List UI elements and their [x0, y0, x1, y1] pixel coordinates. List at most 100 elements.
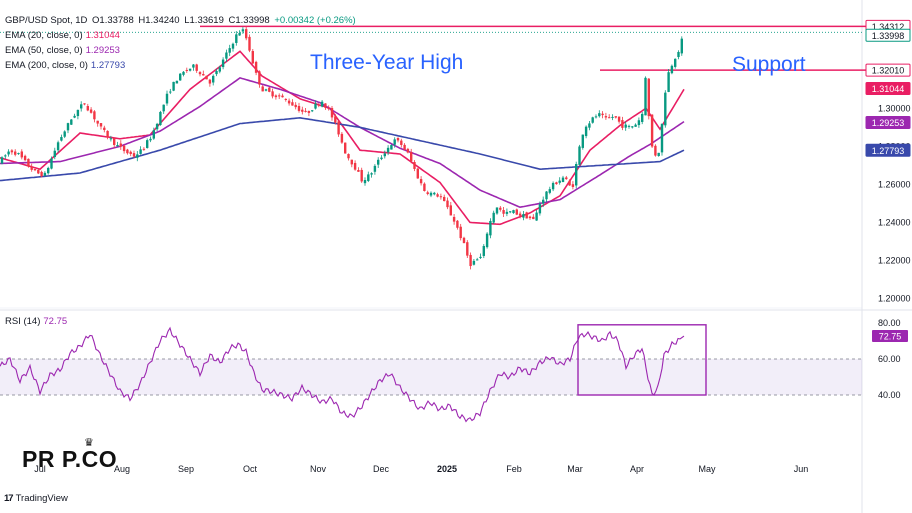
candle-body — [0, 157, 4, 164]
candle-body — [469, 254, 472, 267]
candle-body — [155, 123, 159, 130]
candle-body — [485, 233, 489, 248]
candle-body — [76, 109, 80, 117]
tradingview-logo[interactable]: 17 TradingView — [4, 493, 68, 504]
candle-body — [443, 196, 446, 202]
candles — [0, 26, 683, 270]
price-label-text: 1.31044 — [872, 84, 905, 94]
candle-body — [254, 61, 258, 73]
ema200-value: 1.27793 — [90, 60, 126, 71]
price-label-text: 1.34312 — [872, 22, 905, 32]
candle-body — [27, 158, 30, 167]
candle-body — [241, 29, 245, 32]
candle-body — [198, 72, 202, 75]
candle-body — [489, 220, 492, 236]
candle-body — [423, 183, 426, 192]
candle-body — [231, 43, 235, 49]
open-value: O1.33788 — [92, 15, 134, 26]
candle-body — [119, 143, 122, 147]
candle-body — [634, 124, 637, 127]
candle-body — [373, 165, 377, 172]
candle-body — [538, 204, 542, 214]
x-tick-label: Sep — [178, 464, 194, 474]
candle-body — [192, 64, 195, 68]
candle-body — [608, 117, 611, 119]
candle-body — [565, 177, 568, 180]
price-label: 1.33998 — [865, 28, 911, 42]
candle-body — [116, 144, 119, 147]
candle-body — [396, 138, 400, 141]
candle-body — [509, 211, 512, 213]
price-label-text: 1.33998 — [872, 31, 905, 41]
candle-body — [278, 95, 281, 97]
candle-body — [429, 192, 433, 196]
candle-body — [185, 69, 188, 71]
candle-body — [99, 123, 103, 127]
candle-body — [228, 48, 231, 53]
candle-body — [271, 91, 274, 97]
x-tick-label: Feb — [506, 464, 522, 474]
candle-body — [235, 34, 238, 43]
tradingview-label: TradingView — [15, 493, 68, 504]
ema20-legend[interactable]: EMA (20, close, 0) 1.31044 — [5, 30, 120, 42]
candle-body — [446, 200, 449, 208]
candle-body — [225, 52, 228, 59]
candle-body — [558, 180, 561, 183]
candle-body — [320, 101, 324, 107]
candle-body — [218, 67, 221, 72]
candle-body — [248, 36, 251, 51]
candle-body — [179, 73, 182, 81]
candle-body — [297, 105, 301, 111]
candle-body — [93, 111, 96, 120]
rsi-value: 72.75 — [43, 316, 68, 327]
rsi-legend[interactable]: RSI (14) 72.75 — [5, 316, 67, 328]
candle-body — [644, 77, 647, 116]
candle-body — [650, 114, 654, 147]
candle-body — [258, 71, 261, 85]
candle-body — [393, 139, 396, 145]
candle-body — [344, 142, 347, 154]
ema200-legend[interactable]: EMA (200, close, 0) 1.27793 — [5, 60, 125, 72]
candle-body — [568, 180, 571, 186]
candle-body — [33, 168, 37, 171]
x-tick-label: 2025 — [437, 464, 457, 474]
candle-body — [515, 209, 518, 215]
candle-body — [390, 145, 393, 150]
candle-body — [604, 116, 608, 118]
candle-body — [350, 159, 353, 165]
candle-body — [654, 145, 657, 156]
candle-body — [337, 121, 340, 135]
candle-body — [53, 150, 56, 158]
candle-body — [459, 226, 462, 239]
price-label-text: 1.29253 — [872, 118, 905, 128]
x-tick-label: Dec — [373, 464, 390, 474]
candle-body — [664, 92, 667, 126]
watermark-logo: PR P.CO ♛ — [22, 437, 117, 473]
symbol-label[interactable]: GBP/USD Spot, 1D — [5, 15, 88, 26]
candle-body — [291, 102, 294, 106]
ema50-legend[interactable]: EMA (50, close, 0) 1.29253 — [5, 45, 120, 57]
candle-body — [264, 89, 268, 91]
candle-body — [360, 169, 363, 182]
candle-body — [532, 216, 535, 220]
candle-body — [479, 256, 482, 258]
ema50-label: EMA (50, close, 0) — [5, 45, 83, 56]
candle-body — [578, 146, 581, 165]
candle-body — [162, 104, 165, 112]
candle-body — [294, 104, 297, 108]
candle-body — [400, 140, 403, 145]
candle-body — [670, 65, 674, 74]
candle-body — [83, 103, 86, 105]
candle-body — [245, 29, 248, 39]
candle-body — [136, 154, 139, 158]
candle-body — [667, 72, 670, 92]
candle-body — [674, 58, 677, 67]
candle-body — [617, 116, 621, 122]
price-label-box — [865, 81, 911, 95]
candle-body — [594, 116, 598, 118]
rsi-value-text: 72.75 — [879, 332, 902, 342]
candle-body — [60, 137, 63, 141]
close-value: C1.33998 — [228, 15, 270, 26]
candle-body — [129, 151, 132, 155]
axis-labels: 1.200001.220001.240001.260001.280001.300… — [34, 103, 910, 474]
